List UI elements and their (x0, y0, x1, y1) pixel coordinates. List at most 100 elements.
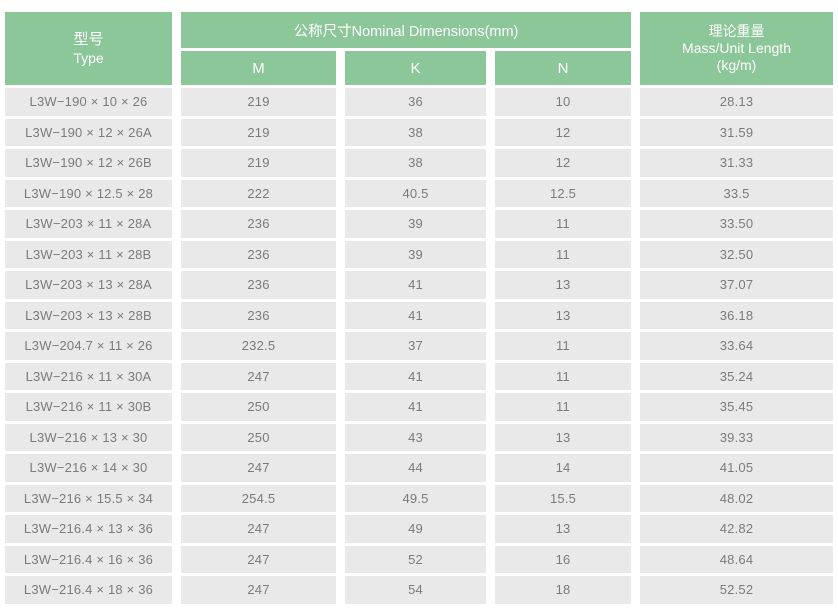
table-row: L3W−203 × 11 × 28B 236 39 11 32.50 (5, 240, 834, 268)
table-row: L3W−203 × 11 × 28A 236 39 11 33.50 (5, 210, 834, 238)
cell-n: 10 (495, 88, 632, 116)
cell-mass: 33.50 (640, 210, 834, 238)
cell-type: L3W−190 × 12.5 × 28 (5, 179, 172, 207)
cell-type: L3W−190 × 10 × 26 (5, 88, 172, 116)
cell-k: 52 (345, 545, 486, 573)
header-mass-zh: 理论重量 (708, 23, 765, 39)
cell-k: 49 (345, 515, 486, 543)
cell-type: L3W−203 × 13 × 28A (5, 271, 172, 299)
table-header: 型号 Type 公称尺寸Nominal Dimensions(mm) 理论重量 … (5, 12, 834, 85)
cell-k: 38 (345, 118, 486, 146)
cell-m: 247 (181, 362, 336, 390)
cell-n: 13 (495, 301, 632, 329)
header-col-k: K (345, 51, 486, 85)
cell-type: L3W−203 × 11 × 28A (5, 210, 172, 238)
cell-mass: 41.05 (640, 454, 834, 482)
cell-k: 54 (345, 576, 486, 604)
cell-n: 15.5 (495, 484, 632, 512)
cell-m: 219 (181, 149, 336, 177)
table-row: L3W−190 × 12.5 × 28 222 40.5 12.5 33.5 (5, 179, 834, 207)
header-mass: 理论重量 Mass/Unit Length (kg/m) (640, 12, 834, 85)
cell-m: 219 (181, 118, 336, 146)
cell-m: 250 (181, 423, 336, 451)
cell-k: 39 (345, 240, 486, 268)
cell-type: L3W−216.4 × 18 × 36 (5, 576, 172, 604)
table-row: L3W−216 × 15.5 × 34 254.5 49.5 15.5 48.0… (5, 484, 834, 512)
cell-m: 219 (181, 88, 336, 116)
cell-n: 11 (495, 393, 632, 421)
cell-k: 41 (345, 362, 486, 390)
cell-n: 13 (495, 423, 632, 451)
cell-type: L3W−216 × 14 × 30 (5, 454, 172, 482)
cell-n: 12 (495, 118, 632, 146)
cell-n: 18 (495, 576, 632, 604)
cell-type: L3W−203 × 11 × 28B (5, 240, 172, 268)
cell-n: 13 (495, 515, 632, 543)
table-row: L3W−190 × 10 × 26 219 36 10 28.13 (5, 88, 834, 116)
cell-m: 247 (181, 515, 336, 543)
cell-mass: 48.02 (640, 484, 834, 512)
cell-mass: 35.24 (640, 362, 834, 390)
cell-mass: 33.64 (640, 332, 834, 360)
header-mass-en: Mass/Unit Length (682, 40, 791, 56)
cell-type: L3W−216 × 11 × 30A (5, 362, 172, 390)
cell-m: 236 (181, 301, 336, 329)
cell-n: 11 (495, 240, 632, 268)
cell-k: 43 (345, 423, 486, 451)
header-mass-unit: (kg/m) (716, 57, 757, 73)
cell-n: 12 (495, 149, 632, 177)
cell-k: 41 (345, 393, 486, 421)
cell-type: L3W−203 × 13 × 28B (5, 301, 172, 329)
cell-n: 11 (495, 362, 632, 390)
cell-mass: 32.50 (640, 240, 834, 268)
cell-type: L3W−216.4 × 13 × 36 (5, 515, 172, 543)
cell-m: 236 (181, 240, 336, 268)
cell-k: 38 (345, 149, 486, 177)
table-row: L3W−203 × 13 × 28A 236 41 13 37.07 (5, 271, 834, 299)
cell-mass: 42.82 (640, 515, 834, 543)
table-row: L3W−216 × 13 × 30 250 43 13 39.33 (5, 423, 834, 451)
cell-mass: 35.45 (640, 393, 834, 421)
cell-m: 247 (181, 576, 336, 604)
table-row: L3W−216 × 11 × 30A 247 41 11 35.24 (5, 362, 834, 390)
cell-m: 247 (181, 545, 336, 573)
cell-k: 39 (345, 210, 486, 238)
cell-n: 16 (495, 545, 632, 573)
header-type-zh: 型号 (73, 31, 104, 48)
cell-mass: 31.33 (640, 149, 834, 177)
cell-type: L3W−190 × 12 × 26A (5, 118, 172, 146)
cell-type: L3W−204.7 × 11 × 26 (5, 332, 172, 360)
cell-mass: 37.07 (640, 271, 834, 299)
table-row: L3W−216 × 11 × 30B 250 41 11 35.45 (5, 393, 834, 421)
cell-m: 254.5 (181, 484, 336, 512)
header-type: 型号 Type (5, 12, 172, 85)
cell-m: 222 (181, 179, 336, 207)
cell-mass: 33.5 (640, 179, 834, 207)
cell-m: 236 (181, 210, 336, 238)
cell-mass: 52.52 (640, 576, 834, 604)
cell-k: 41 (345, 301, 486, 329)
cell-mass: 28.13 (640, 88, 834, 116)
cell-k: 41 (345, 271, 486, 299)
cell-n: 12.5 (495, 179, 632, 207)
cell-n: 11 (495, 210, 632, 238)
table-body: L3W−190 × 10 × 26 219 36 10 28.13 L3W−19… (5, 88, 834, 604)
cell-type: L3W−216 × 15.5 × 34 (5, 484, 172, 512)
dimensions-table: 型号 Type 公称尺寸Nominal Dimensions(mm) 理论重量 … (0, 9, 838, 607)
cell-type: L3W−216 × 11 × 30B (5, 393, 172, 421)
header-col-m: M (181, 51, 336, 85)
table-row: L3W−203 × 13 × 28B 236 41 13 36.18 (5, 301, 834, 329)
cell-mass: 36.18 (640, 301, 834, 329)
cell-type: L3W−216.4 × 16 × 36 (5, 545, 172, 573)
header-row-sub: M K N (5, 51, 833, 85)
cell-k: 37 (345, 332, 486, 360)
cell-n: 11 (495, 332, 632, 360)
header-col-n: N (495, 51, 632, 85)
table-row: L3W−216 × 14 × 30 247 44 14 41.05 (5, 454, 834, 482)
cell-k: 44 (345, 454, 486, 482)
header-row-main: 型号 Type 公称尺寸Nominal Dimensions(mm) 理论重量 … (5, 12, 834, 85)
header-type-en: Type (73, 50, 104, 66)
cell-k: 49.5 (345, 484, 486, 512)
cell-mass: 31.59 (640, 118, 834, 146)
cell-n: 14 (495, 454, 632, 482)
